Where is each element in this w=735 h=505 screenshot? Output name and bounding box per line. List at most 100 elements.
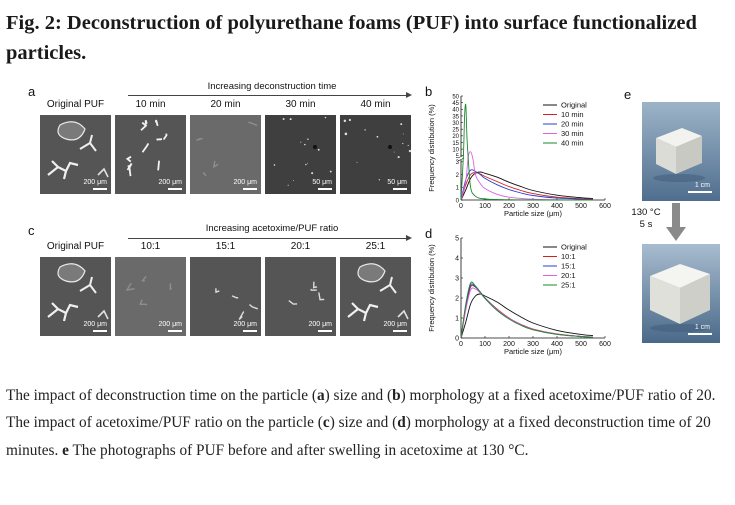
photo-top-scale-label: 1 cm (694, 182, 710, 189)
scale-bar-label: 50 μm (312, 179, 332, 186)
series-line (460, 172, 594, 201)
legend-label: 15:1 (561, 262, 576, 271)
legend-label: 20:1 (561, 271, 576, 280)
series-line (460, 103, 593, 201)
scale-bar (243, 330, 257, 332)
foam-cube-before-image (642, 102, 720, 201)
y-tick-label: 35 (452, 114, 459, 120)
x-tick-label: 100 (479, 203, 491, 210)
foam-cube-after-image (642, 244, 720, 343)
panel-a-sem-texture (265, 115, 336, 194)
panel-c-image-label: 10:1 (140, 241, 161, 252)
chart-b: 0 100 200 300 400 500 600012351015202530354045… (427, 94, 611, 218)
foam-photo-before: 1 cm (642, 102, 720, 201)
y-tick-label: 2 (455, 295, 459, 302)
legend-label: 40 min (561, 139, 584, 148)
foam-photo-after: 1 cm (642, 244, 720, 343)
legend-label: 20 min (561, 120, 584, 129)
x-tick-label: 600 (599, 341, 611, 348)
scale-bar-label: 200 μm (83, 321, 108, 328)
panel-c-image-label: Original PUF (46, 241, 105, 252)
scale-bar-label: 200 μm (233, 321, 258, 328)
legend-label: 30 min (561, 129, 584, 138)
photo-bottom-scale-bar (688, 333, 712, 335)
scale-bar-label: 200 μm (233, 179, 258, 186)
y-tick-label: 1 (456, 186, 460, 192)
y-tick-label: 50 (452, 94, 459, 100)
panel-a-sem-image: 50 μm (265, 115, 336, 194)
panel-a-sem-image: 200 μm (40, 115, 111, 194)
y-axis-label: Frequency distribution (%) (427, 104, 436, 192)
panel-a-letter: a (28, 84, 36, 99)
panel-c-sem-texture (40, 257, 111, 336)
panel-a-sem-image: 50 μm (340, 115, 411, 194)
panel-c-image-label: 20:1 (290, 241, 311, 252)
panel-a-arrow (128, 92, 412, 98)
panel-c-sem-image: 200 μm (190, 257, 261, 336)
scale-bar-label: 200 μm (83, 179, 108, 186)
photo-top-scale-bar (688, 191, 712, 193)
swelling-arrow-icon (666, 203, 686, 241)
y-tick-label: 1 (455, 315, 459, 322)
scale-bar-label: 200 μm (158, 321, 183, 328)
panel-a-sem-texture (340, 115, 411, 194)
panel-a-sem-texture (40, 115, 111, 194)
swelling-condition-temp: 130 °C (631, 207, 661, 218)
panel-d-letter: d (425, 226, 433, 241)
legend-label: 25:1 (561, 281, 576, 290)
axis-break (458, 156, 464, 160)
panel-b-letter: b (425, 84, 433, 99)
x-tick-label: 0 (459, 203, 463, 210)
panel-a-arrow-label: Increasing deconstruction time (207, 81, 337, 92)
panel-c-sem-image: 200 μm (40, 257, 111, 336)
panel-c-sem-texture (190, 257, 261, 336)
panel-c-arrow-label: Increasing acetoxime/PUF ratio (205, 223, 339, 234)
x-tick-label: 200 (503, 203, 515, 210)
y-tick-label: 20 (452, 134, 459, 140)
panel-a-sem-texture (115, 115, 186, 194)
y-tick-label: 10 (452, 148, 459, 154)
series-line (460, 293, 594, 339)
series-line (460, 287, 594, 339)
y-tick-label: 30 (452, 121, 459, 127)
series-line (460, 171, 594, 201)
series-line (460, 283, 594, 339)
y-tick-label: 3 (456, 160, 460, 166)
y-tick-label: 5 (456, 154, 460, 160)
figure-title: Fig. 2: Deconstruction of polyurethane f… (6, 12, 697, 64)
panel-a-image-label: 30 min (285, 99, 316, 110)
panel-a-image-label: 20 min (210, 99, 241, 110)
y-axis-label: Frequency distribution (%) (427, 244, 436, 332)
scale-bar-label: 200 μm (308, 321, 333, 328)
x-tick-label: 300 (527, 203, 539, 210)
y-tick-label: 15 (452, 141, 459, 147)
panel-c-sem-texture (265, 257, 336, 336)
panel-c-letter: c (28, 223, 35, 238)
x-tick-label: 100 (479, 341, 491, 348)
photo-bottom-scale-label: 1 cm (694, 324, 710, 331)
x-tick-label: 0 (459, 341, 463, 348)
scale-bar-label: 200 μm (158, 179, 183, 186)
scale-bar (318, 330, 332, 332)
scale-bar (243, 188, 257, 190)
panel-a-sem-image: 200 μm (190, 115, 261, 194)
scale-bar-label: 50 μm (387, 179, 407, 186)
x-axis-label: Particle size (μm) (504, 347, 563, 356)
series-line (460, 281, 594, 339)
legend-label: Original (561, 101, 587, 110)
scale-bar (393, 330, 407, 332)
scale-bar (93, 330, 107, 332)
panel-c-sem-texture (340, 257, 411, 336)
scale-bar (393, 188, 407, 190)
panel-c-arrow (128, 235, 412, 241)
panel-a-sem-texture (190, 115, 261, 194)
y-tick-label: 25 (452, 128, 459, 134)
panel-c-image-label: 15:1 (215, 241, 236, 252)
panel-a-image-label: 40 min (360, 99, 391, 110)
x-tick-label: 300 (527, 341, 539, 348)
scale-bar (168, 188, 182, 190)
legend-label: 10:1 (561, 252, 576, 261)
y-tick-label: 45 (452, 101, 459, 107)
scale-bar (318, 188, 332, 190)
scale-bar-label: 200 μm (383, 321, 408, 328)
